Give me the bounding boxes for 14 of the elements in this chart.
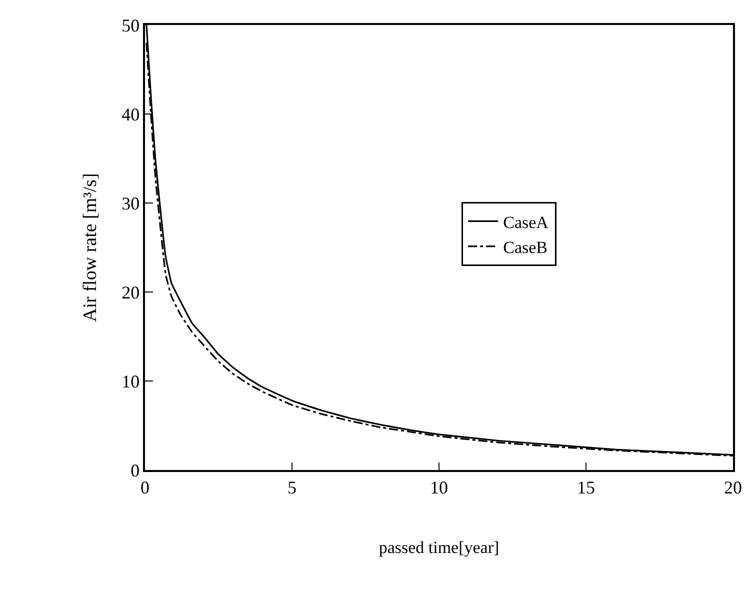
x-axis-title: passed time[year] xyxy=(378,538,500,558)
x-tick-label: 20 xyxy=(724,477,742,498)
legend-label: CaseB xyxy=(503,238,548,257)
y-axis-title: Air flow rate [m³/s] xyxy=(80,173,101,322)
y-tick-label: 30 xyxy=(122,193,140,214)
y-tick-label: 50 xyxy=(122,15,140,36)
y-tick-label: 10 xyxy=(122,371,140,392)
legend-label: CaseA xyxy=(503,212,550,232)
y-tick-label: 0 xyxy=(130,460,140,480)
y-tick-label: 20 xyxy=(122,282,140,302)
x-tick-label: 10 xyxy=(430,477,448,498)
x-tick-label: 15 xyxy=(577,477,595,498)
y-tick-label: 40 xyxy=(122,104,140,124)
x-tick-label: 5 xyxy=(288,477,296,498)
